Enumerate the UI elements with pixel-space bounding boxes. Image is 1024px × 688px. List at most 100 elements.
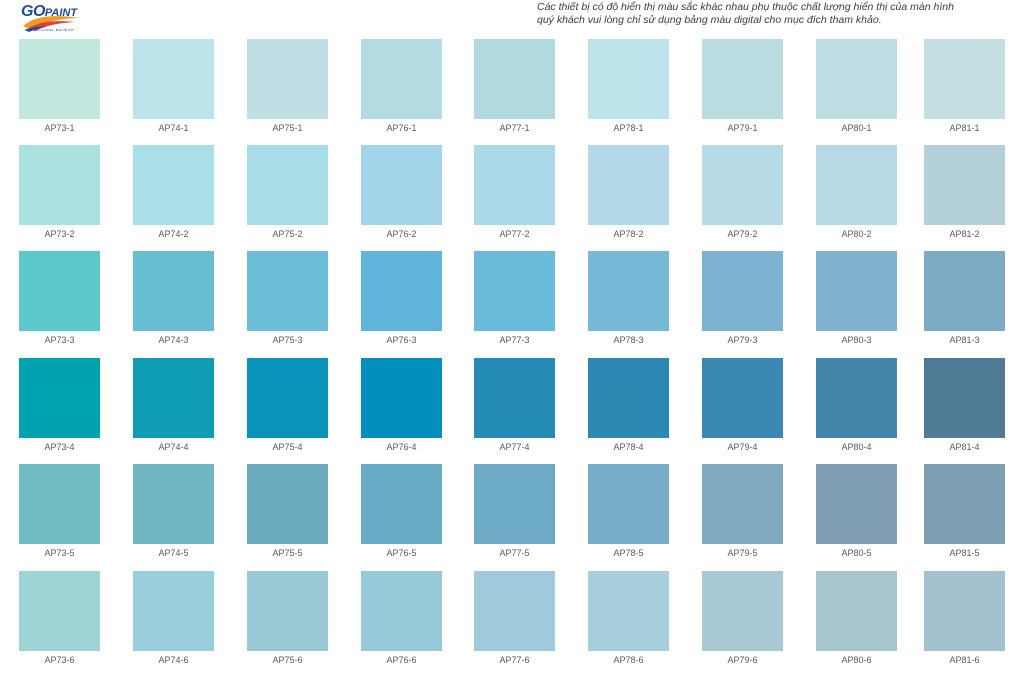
color-swatch[interactable]: AP75-6	[247, 571, 328, 665]
swatch-color-chip[interactable]	[702, 464, 783, 544]
color-swatch[interactable]: AP74-3	[133, 251, 214, 345]
color-swatch[interactable]: AP81-2	[924, 145, 1005, 239]
swatch-color-chip[interactable]	[19, 358, 100, 438]
swatch-color-chip[interactable]	[133, 464, 214, 544]
color-swatch[interactable]: AP79-4	[702, 358, 783, 452]
swatch-color-chip[interactable]	[702, 358, 783, 438]
color-swatch[interactable]: AP75-4	[247, 358, 328, 452]
color-swatch[interactable]: AP79-2	[702, 145, 783, 239]
color-swatch[interactable]: AP78-5	[588, 464, 669, 558]
swatch-color-chip[interactable]	[474, 145, 555, 225]
swatch-color-chip[interactable]	[361, 571, 442, 651]
color-swatch[interactable]: AP73-3	[19, 251, 100, 345]
color-swatch[interactable]: AP78-1	[588, 39, 669, 133]
color-swatch[interactable]: AP74-4	[133, 358, 214, 452]
swatch-color-chip[interactable]	[133, 358, 214, 438]
swatch-color-chip[interactable]	[474, 39, 555, 119]
color-swatch[interactable]: AP80-1	[816, 39, 897, 133]
swatch-color-chip[interactable]	[924, 39, 1005, 119]
swatch-color-chip[interactable]	[588, 464, 669, 544]
color-swatch[interactable]: AP78-6	[588, 571, 669, 665]
swatch-color-chip[interactable]	[133, 571, 214, 651]
swatch-color-chip[interactable]	[924, 358, 1005, 438]
swatch-color-chip[interactable]	[247, 464, 328, 544]
color-swatch[interactable]: AP77-5	[474, 464, 555, 558]
color-swatch[interactable]: AP76-4	[361, 358, 442, 452]
color-swatch[interactable]: AP80-3	[816, 251, 897, 345]
color-swatch[interactable]: AP74-2	[133, 145, 214, 239]
color-swatch[interactable]: AP81-4	[924, 358, 1005, 452]
swatch-color-chip[interactable]	[588, 145, 669, 225]
swatch-color-chip[interactable]	[816, 571, 897, 651]
swatch-color-chip[interactable]	[361, 251, 442, 331]
color-swatch[interactable]: AP77-3	[474, 251, 555, 345]
swatch-color-chip[interactable]	[924, 251, 1005, 331]
swatch-color-chip[interactable]	[474, 464, 555, 544]
swatch-color-chip[interactable]	[702, 571, 783, 651]
color-swatch[interactable]: AP77-4	[474, 358, 555, 452]
swatch-color-chip[interactable]	[247, 251, 328, 331]
color-swatch[interactable]: AP75-3	[247, 251, 328, 345]
swatch-color-chip[interactable]	[816, 358, 897, 438]
color-swatch[interactable]: AP75-1	[247, 39, 328, 133]
color-swatch[interactable]: AP78-2	[588, 145, 669, 239]
swatch-color-chip[interactable]	[247, 39, 328, 119]
color-swatch[interactable]: AP76-2	[361, 145, 442, 239]
color-swatch[interactable]: AP78-3	[588, 251, 669, 345]
swatch-color-chip[interactable]	[924, 464, 1005, 544]
color-swatch[interactable]: AP76-6	[361, 571, 442, 665]
swatch-color-chip[interactable]	[133, 251, 214, 331]
color-swatch[interactable]: AP80-4	[816, 358, 897, 452]
swatch-color-chip[interactable]	[702, 145, 783, 225]
color-swatch[interactable]: AP79-1	[702, 39, 783, 133]
swatch-color-chip[interactable]	[247, 571, 328, 651]
swatch-color-chip[interactable]	[474, 251, 555, 331]
swatch-color-chip[interactable]	[133, 145, 214, 225]
color-swatch[interactable]: AP80-5	[816, 464, 897, 558]
swatch-color-chip[interactable]	[19, 145, 100, 225]
swatch-color-chip[interactable]	[19, 39, 100, 119]
swatch-color-chip[interactable]	[19, 571, 100, 651]
color-swatch[interactable]: AP81-6	[924, 571, 1005, 665]
color-swatch[interactable]: AP79-5	[702, 464, 783, 558]
color-swatch[interactable]: AP74-1	[133, 39, 214, 133]
color-swatch[interactable]: AP74-5	[133, 464, 214, 558]
color-swatch[interactable]: AP80-6	[816, 571, 897, 665]
color-swatch[interactable]: AP81-1	[924, 39, 1005, 133]
color-swatch[interactable]: AP81-5	[924, 464, 1005, 558]
swatch-color-chip[interactable]	[474, 358, 555, 438]
color-swatch[interactable]: AP73-1	[19, 39, 100, 133]
color-swatch[interactable]: AP76-3	[361, 251, 442, 345]
swatch-color-chip[interactable]	[361, 464, 442, 544]
color-swatch[interactable]: AP75-5	[247, 464, 328, 558]
swatch-color-chip[interactable]	[588, 571, 669, 651]
color-swatch[interactable]: AP73-2	[19, 145, 100, 239]
color-swatch[interactable]: AP78-4	[588, 358, 669, 452]
color-swatch[interactable]: AP79-6	[702, 571, 783, 665]
color-swatch[interactable]: AP73-5	[19, 464, 100, 558]
swatch-color-chip[interactable]	[474, 571, 555, 651]
color-swatch[interactable]: AP76-5	[361, 464, 442, 558]
swatch-color-chip[interactable]	[588, 39, 669, 119]
swatch-color-chip[interactable]	[702, 251, 783, 331]
color-swatch[interactable]: AP77-6	[474, 571, 555, 665]
swatch-color-chip[interactable]	[816, 251, 897, 331]
swatch-color-chip[interactable]	[588, 358, 669, 438]
color-swatch[interactable]: AP80-2	[816, 145, 897, 239]
color-swatch[interactable]: AP77-1	[474, 39, 555, 133]
color-swatch[interactable]: AP75-2	[247, 145, 328, 239]
color-swatch[interactable]: AP76-1	[361, 39, 442, 133]
swatch-color-chip[interactable]	[816, 145, 897, 225]
swatch-color-chip[interactable]	[816, 39, 897, 119]
swatch-color-chip[interactable]	[19, 251, 100, 331]
swatch-color-chip[interactable]	[588, 251, 669, 331]
swatch-color-chip[interactable]	[924, 145, 1005, 225]
swatch-color-chip[interactable]	[361, 358, 442, 438]
swatch-color-chip[interactable]	[924, 571, 1005, 651]
swatch-color-chip[interactable]	[702, 39, 783, 119]
color-swatch[interactable]: AP73-6	[19, 571, 100, 665]
swatch-color-chip[interactable]	[361, 39, 442, 119]
color-swatch[interactable]: AP77-2	[474, 145, 555, 239]
swatch-color-chip[interactable]	[133, 39, 214, 119]
color-swatch[interactable]: AP73-4	[19, 358, 100, 452]
